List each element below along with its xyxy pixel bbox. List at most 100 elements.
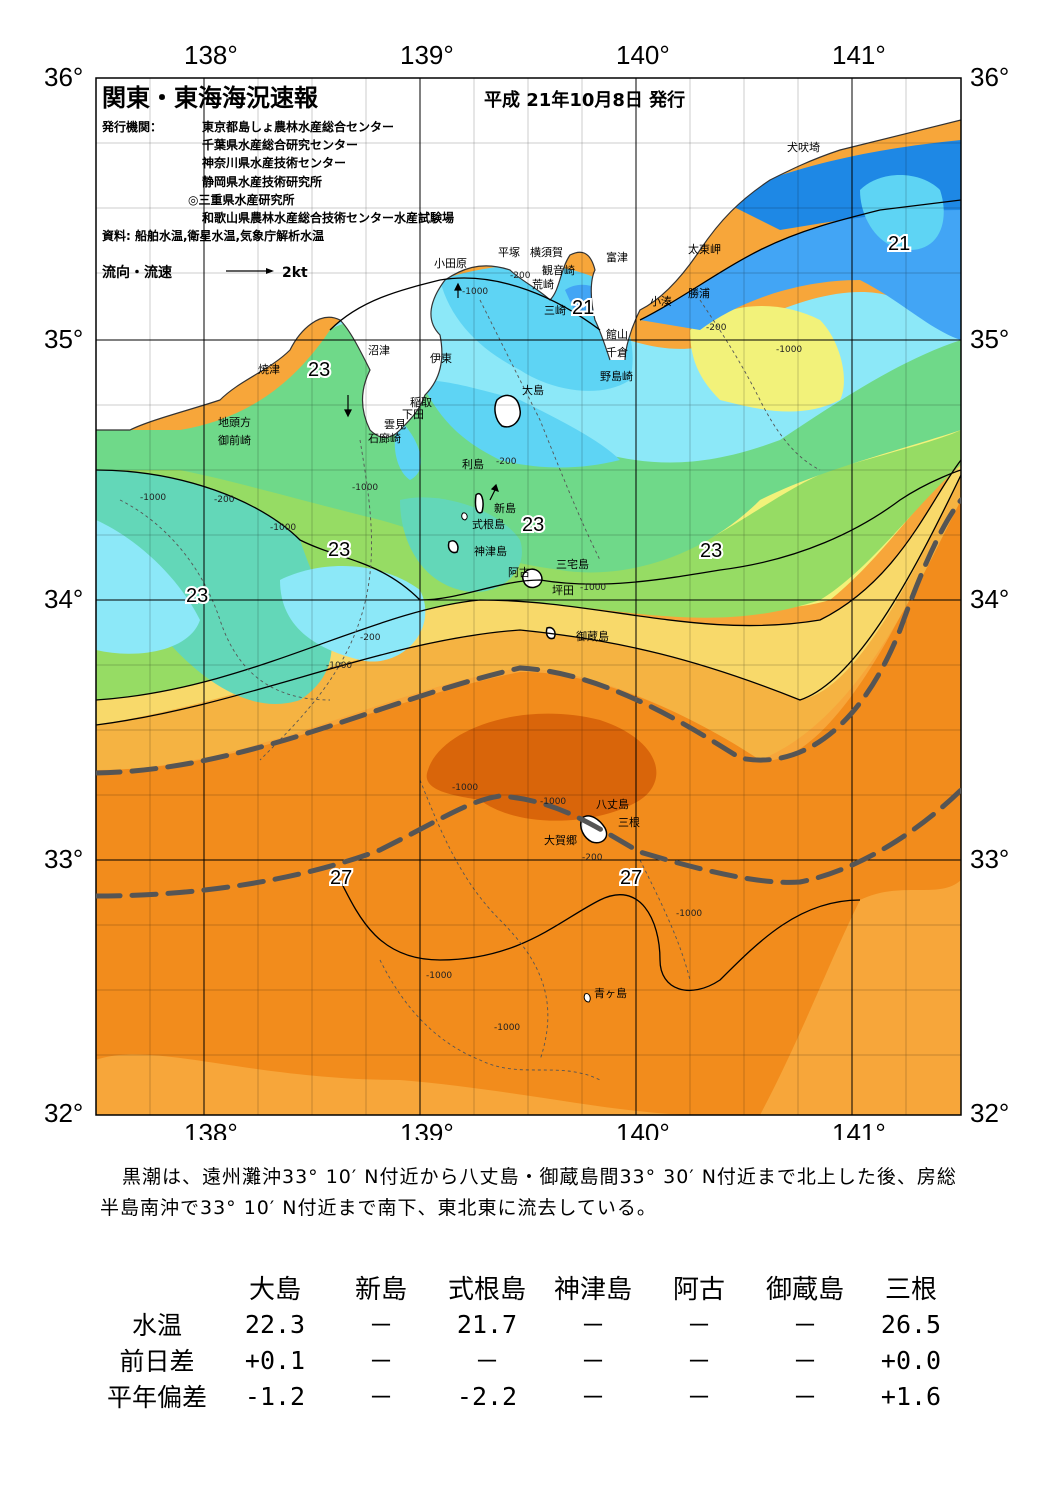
kuroshio-axis-south <box>96 787 961 899</box>
row-label: 水温 <box>131 1311 182 1340</box>
lon-label-140: 140° <box>616 40 670 70</box>
kuroshio-axis-north <box>96 497 961 776</box>
lat-label-33-right: 33° <box>970 844 1009 874</box>
place-tomitsu: 富津 <box>606 250 628 264</box>
table-cell: － <box>474 1347 500 1376</box>
table-cell: － <box>368 1347 394 1376</box>
table-cell: － <box>792 1347 818 1376</box>
place-shimoda: 下田 <box>402 408 424 421</box>
depth-label: -1000 <box>452 783 478 793</box>
place-hachijojima: 八丈島 <box>596 797 629 811</box>
table-cell: +1.6 <box>880 1381 942 1411</box>
place-tsubota: 坪田 <box>552 584 574 597</box>
table-cell: － <box>792 1383 818 1412</box>
lat-label-35-right: 35° <box>970 324 1009 354</box>
place-jitokata: 地頭方 <box>218 415 251 429</box>
table-corner <box>92 1268 222 1306</box>
isotherm-label-23-west: 23 <box>328 539 350 561</box>
place-mitsune: 三根 <box>618 815 640 829</box>
lat-label-36-right: 36° <box>970 62 1009 92</box>
table-cell: － <box>686 1383 712 1412</box>
sea-surface-temperature-map: 138° 139° 140° 141° 138° 139° 140° 141° … <box>44 40 1009 1140</box>
depth-label: -200 <box>582 853 603 863</box>
depth-contours <box>119 299 821 1081</box>
place-ako: 阿古 <box>508 566 530 579</box>
current-arrows <box>344 282 499 501</box>
depth-label: -1000 <box>326 661 352 671</box>
lat-label-36: 36° <box>44 62 83 92</box>
depth-label: -1000 <box>676 909 702 919</box>
place-kannonzaki: 観音崎 <box>542 263 575 277</box>
table-cell: － <box>792 1311 818 1340</box>
place-taitozaki: 太東岬 <box>688 243 721 256</box>
depth-label: -1000 <box>352 483 378 493</box>
depth-label: -200 <box>510 271 531 281</box>
table-row: 水温 22.3 － 21.7 － － － 26.5 <box>92 1306 964 1342</box>
table-cell: +0.1 <box>244 1345 306 1375</box>
depth-label: -200 <box>496 457 517 467</box>
place-mikurajima: 御蔵島 <box>576 629 609 643</box>
table-cell: － <box>580 1347 606 1376</box>
isotherm-label-21-bay: 21 <box>572 297 594 319</box>
isotherm-label-27-west: 27 <box>330 867 352 889</box>
isotherm-label-27-east: 27 <box>620 867 642 889</box>
current-legend-label: 流向・流速 <box>102 264 172 281</box>
table-cell: 26.5 <box>880 1309 942 1339</box>
place-labels: 犬吠埼 太東岬 勝浦 小湊 富津 館山 千倉 野島崎 横須賀 観音崎 荒崎 三崎… <box>218 140 820 1000</box>
publisher-label: 発行機関： <box>101 119 162 134</box>
lat-label-33: 33° <box>44 844 83 874</box>
place-oshima: 大島 <box>522 383 544 397</box>
map-title: 関東・東海海況速報 <box>102 84 319 112</box>
isotherm-label-23-southwest: 23 <box>186 585 208 607</box>
issue-date: 平成 21年10月8日 発行 <box>484 89 685 111</box>
depth-label: -1000 <box>494 1023 520 1033</box>
depth-label: -200 <box>360 633 381 643</box>
lat-label-34-right: 34° <box>970 584 1009 614</box>
publisher-3: 神奈川県水産技術センター <box>202 155 346 170</box>
column-header: 大島 <box>248 1274 301 1305</box>
table-cell: -1.2 <box>244 1381 306 1411</box>
isotherm-label-23-east: 23 <box>700 540 722 562</box>
top-lon-labels: 138° 139° 140° 141° <box>184 40 886 70</box>
publisher-6: 和歌山県農林水産総合技術センター水産試験場 <box>201 210 454 225</box>
lon-label-141-bottom: 141° <box>832 1118 886 1140</box>
column-header: 新島 <box>354 1274 407 1305</box>
summary-text: 黒潮は、遠州灘沖33° 10′ N付近から八丈島・御蔵島間33° 30′ N付近… <box>100 1166 957 1219</box>
place-arasaki: 荒崎 <box>532 277 554 291</box>
lon-label-141: 141° <box>832 40 886 70</box>
place-kozushima: 神津島 <box>474 544 507 558</box>
table-cell: － <box>368 1383 394 1412</box>
column-header: 阿古 <box>672 1274 725 1305</box>
publisher-5: ◎三重県水産研究所 <box>188 192 294 207</box>
place-misaki: 三崎 <box>544 303 566 317</box>
bottom-lon-labels: 138° 139° 140° 141° <box>184 1118 886 1140</box>
place-omaezaki: 御前崎 <box>218 433 251 447</box>
depth-label: -1000 <box>426 971 452 981</box>
column-header: 三根 <box>884 1274 937 1305</box>
place-nojimazaki: 野島崎 <box>600 369 633 383</box>
kuroshio-axis <box>96 497 961 899</box>
column-header: 神津島 <box>553 1274 632 1305</box>
place-chikura: 千倉 <box>606 345 628 359</box>
data-source: 資料: 船舶水温,衛星水温,気象庁解析水温 <box>102 228 324 243</box>
kuroshio-summary: 黒潮は、遠州灘沖33° 10′ N付近から八丈島・御蔵島間33° 30′ N付近… <box>100 1162 960 1224</box>
place-kominato: 小湊 <box>650 294 672 308</box>
depth-label: -200 <box>706 323 727 333</box>
table-header-row: 大島 新島 式根島 神津島 阿古 御蔵島 三根 <box>92 1268 964 1306</box>
place-tateyama: 館山 <box>606 327 628 341</box>
table-cell: － <box>580 1311 606 1340</box>
lat-lon-grid <box>95 77 962 1116</box>
place-numazu: 沼津 <box>368 343 390 357</box>
row-label: 平年偏差 <box>106 1383 207 1412</box>
depth-label: -1000 <box>462 287 488 297</box>
table-cell: － <box>686 1311 712 1340</box>
depth-label: -1000 <box>140 493 166 503</box>
table-cell: -2.2 <box>456 1381 518 1411</box>
minor-grid <box>96 78 961 1115</box>
place-irouzaki: 石廊崎 <box>368 431 401 445</box>
isotherm-value-labels: 21 21 23 23 23 23 23 27 27 <box>184 231 912 891</box>
publisher-2: 千葉県水産総合研究センター <box>202 137 358 152</box>
lat-label-32: 32° <box>44 1098 83 1128</box>
table-cell: 22.3 <box>244 1309 306 1339</box>
lat-label-35: 35° <box>44 324 83 354</box>
